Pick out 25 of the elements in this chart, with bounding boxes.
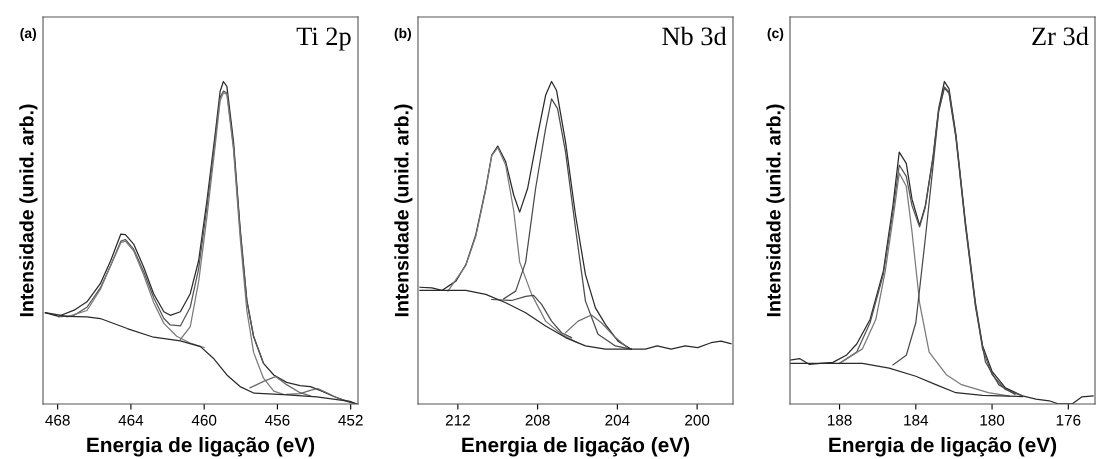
x-tick-label: 208	[525, 414, 550, 426]
x-tick-label: 184	[904, 414, 929, 426]
x-tick-label: 204	[605, 414, 630, 426]
text: (a)	[20, 27, 37, 41]
y-axis-title: Intensidade (unid. arb.)	[766, 104, 785, 317]
text: (b)	[394, 27, 412, 41]
x-tick-label: 180	[980, 414, 1005, 426]
chart-title: Ti 2p	[296, 27, 351, 51]
x-tick-label: 176	[1056, 414, 1081, 426]
x-tick-label: 456	[265, 414, 290, 426]
x-tick-label: 200	[685, 414, 710, 426]
x-tick-label: 460	[191, 414, 217, 426]
x-axis-title: Energia de ligação (eV)	[829, 436, 1057, 457]
chart-title: Zr 3d	[1032, 26, 1089, 46]
text: (c)	[767, 27, 784, 41]
x-tick-label: 468	[45, 414, 70, 426]
chart-title: Nb 3d	[662, 26, 727, 46]
x-axis-title: Energia de ligação (eV)	[87, 436, 315, 457]
x-tick-label: 464	[118, 414, 144, 426]
y-axis-title: Intensidade (unid. arb.)	[19, 104, 38, 317]
x-tick-label: 212	[445, 414, 470, 426]
y-axis-title: Intensidade (unid. arb.)	[394, 104, 413, 317]
x-tick-label: 452	[338, 414, 363, 426]
x-tick-label: 188	[827, 414, 852, 426]
x-axis-title: Energia de ligação (eV)	[462, 436, 690, 457]
